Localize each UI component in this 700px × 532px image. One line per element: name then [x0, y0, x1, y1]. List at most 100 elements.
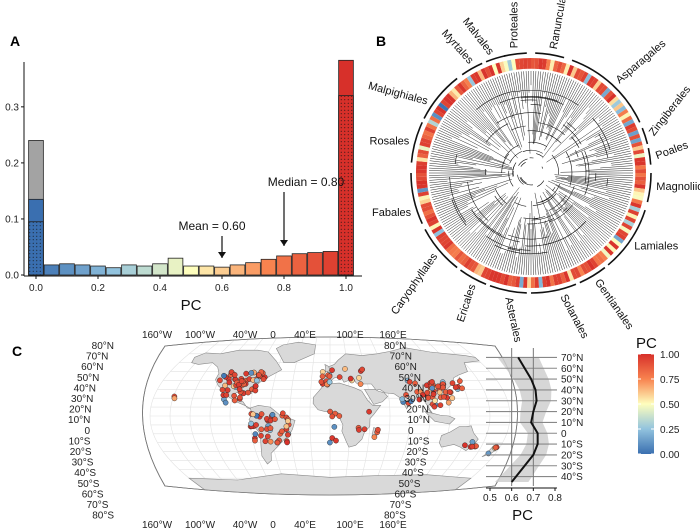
tree-branch [461, 232, 477, 248]
occurrence-point [408, 398, 414, 405]
clade-arc [535, 52, 565, 59]
ring-segment [597, 84, 608, 96]
ring-segment [605, 242, 617, 253]
profile-x-tick-label: 0.7 [526, 493, 540, 504]
ring-segment [433, 228, 445, 238]
ring-segment [531, 276, 536, 288]
tree-branch [429, 175, 511, 186]
ring-segment [608, 96, 620, 107]
tree-branch [588, 127, 623, 145]
tree-arc [536, 180, 545, 187]
tree-branch [532, 71, 539, 144]
clade-arc [489, 285, 527, 294]
occurrence-point [431, 403, 438, 410]
ring-segment [634, 173, 646, 178]
tree-branch [429, 162, 474, 168]
tree-branch [538, 251, 542, 275]
ring-segment [633, 153, 645, 159]
ring-segment [630, 198, 643, 205]
ring-segment [633, 156, 646, 163]
occurrence-point [329, 367, 335, 373]
ring-segment [569, 66, 578, 78]
tree-branch [466, 93, 507, 143]
ring-segment [534, 276, 540, 288]
ring-segment [622, 218, 635, 227]
tree-branch [570, 107, 610, 140]
ring-segment [545, 59, 551, 71]
map-clip-group [149, 337, 511, 495]
tree-branch [613, 150, 631, 155]
bar-0.65 [229, 264, 246, 276]
occurrence-point [256, 372, 262, 378]
tree-branch [448, 212, 476, 234]
ring-segment [552, 60, 559, 73]
ring-segment [435, 105, 447, 115]
tree-branch [459, 99, 495, 136]
tree-branch [501, 75, 518, 128]
ring-segment [424, 211, 436, 220]
occurrence-point [219, 387, 226, 393]
legend-title: PC [636, 335, 657, 352]
tree-branch [540, 74, 559, 137]
ring-segment [624, 215, 637, 224]
ring-segment [421, 205, 434, 213]
ring-segment [514, 275, 521, 288]
tree-arc [508, 170, 514, 187]
annotation-arrow-head [280, 240, 288, 246]
occurrence-point [457, 378, 463, 384]
tree-branch [545, 184, 611, 238]
ring-segment [442, 239, 454, 250]
occurrence-point [285, 432, 291, 438]
ring-segment [416, 180, 428, 186]
ring-segment [507, 274, 513, 287]
tree-branch [466, 187, 520, 253]
occurrence-point [284, 439, 290, 446]
lat-label-left: 40°S [74, 468, 96, 479]
ring-segment [576, 69, 585, 82]
panel-b-label: B [376, 33, 386, 49]
tree-branch [568, 105, 608, 140]
tree-branch [429, 174, 503, 181]
tree-arc [522, 149, 543, 154]
annotation-arrow-head [218, 252, 226, 258]
order-label: Zingiberales [647, 83, 694, 138]
tree-arc [528, 141, 548, 147]
clade-arc [410, 172, 423, 225]
tree-branch [539, 72, 551, 132]
ring-segment [422, 129, 435, 138]
tree-branch [430, 158, 477, 166]
tree-branch [483, 217, 508, 264]
order-label: Lamiales [634, 240, 679, 252]
tree-branch [567, 81, 577, 99]
occurrence-point [432, 397, 438, 404]
tree-branch [465, 94, 506, 143]
tree-branch [433, 179, 512, 205]
lat-label-right: 60°S [395, 489, 417, 500]
tree-branch [470, 90, 512, 146]
ring-segment [579, 263, 589, 275]
tree-branch [454, 105, 487, 134]
ring-segment [480, 266, 489, 279]
lon-label-top: 0 [270, 330, 276, 341]
lat-label-right: 80°S [384, 511, 406, 522]
lat-label-left: 40°N [74, 383, 96, 394]
tree-branch [429, 165, 481, 170]
colorbar-label: 0.25 [660, 425, 680, 436]
occurrence-point [260, 376, 267, 383]
order-label: Fabales [372, 207, 412, 219]
ring-segment [437, 234, 450, 244]
occurrence-point [267, 425, 274, 431]
occurrence-point [274, 439, 281, 446]
profile-lat-label: 10°N [561, 418, 583, 429]
tree-branch [563, 203, 606, 243]
tree-branch [430, 153, 456, 159]
tree-branch [559, 187, 622, 221]
ring-segment [418, 194, 431, 201]
tree-branch [506, 219, 520, 273]
tree-arc [517, 174, 524, 185]
tree-branch [441, 213, 459, 223]
profile-x-tick-label: 0.5 [483, 493, 497, 504]
occurrence-point [258, 411, 265, 417]
occurrence-point [336, 413, 343, 419]
tree-branch [430, 181, 473, 188]
